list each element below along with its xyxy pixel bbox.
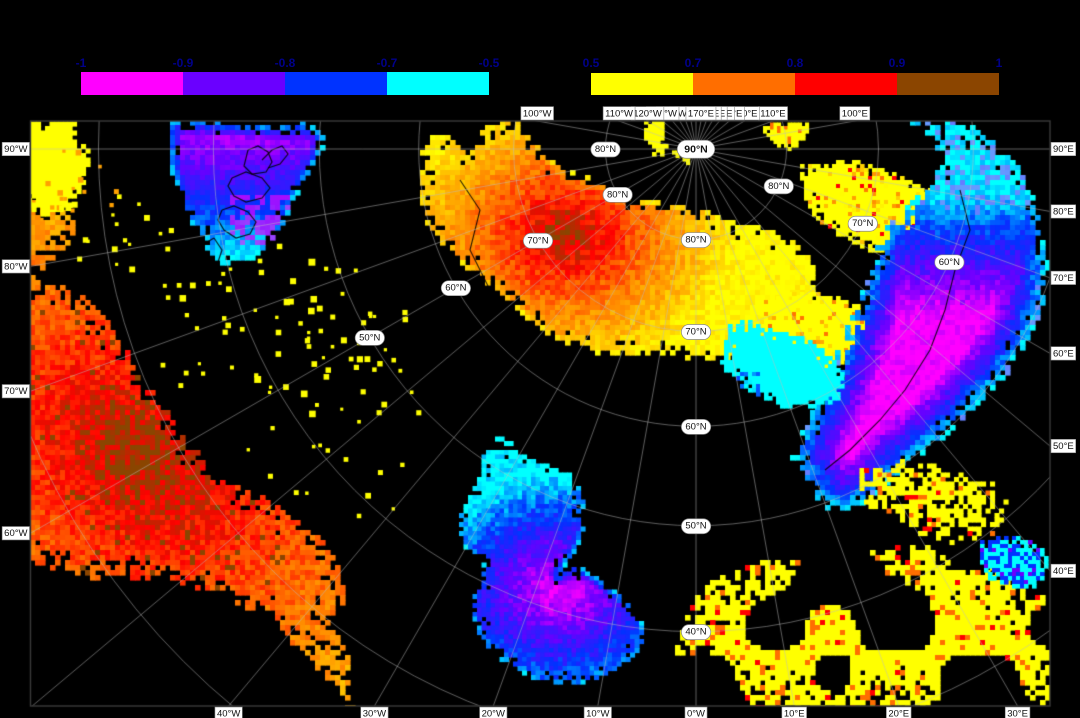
svg-text:10°W: 10°W (586, 709, 609, 718)
svg-text:120°W: 120°W (633, 108, 662, 119)
svg-text:100°W: 100°W (523, 108, 552, 119)
svg-text:30°E: 30°E (1007, 709, 1028, 718)
svg-text:20°E: 20°E (888, 709, 909, 718)
svg-text:80°N: 80°N (595, 144, 616, 155)
svg-text:80°N: 80°N (607, 189, 628, 200)
svg-text:110°E: 110°E (760, 108, 785, 119)
svg-text:-0.7: -0.7 (377, 56, 398, 70)
svg-text:40°N: 40°N (685, 627, 706, 638)
svg-text:90°N: 90°N (684, 143, 707, 155)
svg-text:80°W: 80°W (4, 261, 27, 272)
svg-text:70°N: 70°N (527, 235, 548, 246)
svg-text:70°N: 70°N (685, 327, 706, 338)
svg-text:50°N: 50°N (685, 521, 706, 532)
svg-text:0.5: 0.5 (583, 56, 600, 70)
svg-text:70°W: 70°W (4, 386, 27, 397)
svg-text:-0.9: -0.9 (173, 56, 194, 70)
svg-text:60°N: 60°N (939, 257, 960, 268)
svg-text:30°W: 30°W (363, 709, 386, 718)
svg-text:0°W: 0°W (687, 709, 705, 718)
svg-text:40°W: 40°W (217, 709, 240, 718)
svg-text:-0.8: -0.8 (275, 56, 296, 70)
svg-text:70°E: 70°E (1053, 273, 1074, 284)
svg-text:-1: -1 (76, 56, 87, 70)
svg-text:60°E: 60°E (1053, 348, 1074, 359)
svg-text:60°N: 60°N (685, 421, 706, 432)
svg-text:70°N: 70°N (852, 218, 873, 229)
svg-text:0.7: 0.7 (685, 56, 702, 70)
svg-text:10°E: 10°E (784, 709, 805, 718)
svg-text:90°E: 90°E (1053, 144, 1074, 155)
svg-text:-0.5: -0.5 (479, 56, 500, 70)
svg-text:170°E: 170°E (688, 108, 714, 119)
svg-text:50°E: 50°E (1053, 441, 1074, 452)
svg-text:40°E: 40°E (1053, 566, 1074, 577)
svg-text:0.9: 0.9 (889, 56, 906, 70)
svg-text:20°W: 20°W (482, 709, 505, 718)
svg-text:80°E: 80°E (1053, 206, 1074, 217)
svg-text:1: 1 (996, 56, 1003, 70)
svg-text:80°N: 80°N (768, 181, 789, 192)
svg-text:80°N: 80°N (685, 235, 706, 246)
svg-text:60°N: 60°N (445, 283, 466, 294)
svg-text:110°W: 110°W (605, 108, 633, 119)
svg-text:100°E: 100°E (842, 108, 868, 119)
svg-text:60°W: 60°W (4, 528, 27, 539)
svg-text:90°W: 90°W (4, 144, 27, 155)
svg-text:0.8: 0.8 (787, 56, 804, 70)
svg-text:50°N: 50°N (359, 332, 380, 343)
